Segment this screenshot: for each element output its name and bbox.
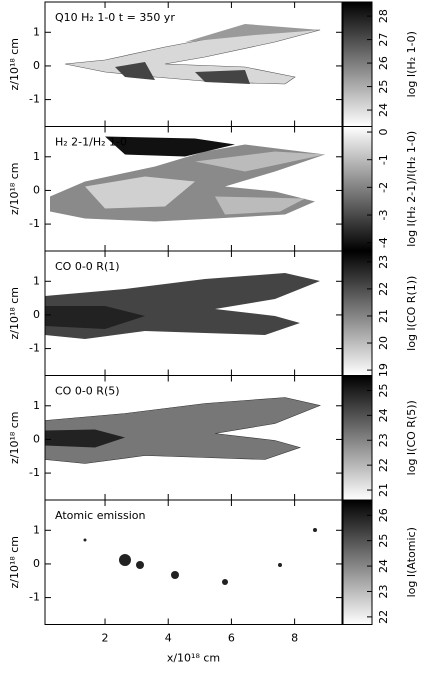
x-tick-label: 8	[291, 632, 298, 645]
colorbar-tick-label: 22	[377, 610, 390, 624]
colorbar	[343, 126, 372, 251]
colorbar-tick-label: 21	[377, 483, 390, 497]
colorbar-tick-label: 24	[377, 559, 390, 573]
panel: H₂ 2-1/H₂ 1-0 -1 0 1 z/10¹⁸ cm -4 -3 -2 -1 0 log I…	[8, 126, 418, 252]
y-tick-label: 0	[33, 183, 40, 196]
colorbar	[343, 251, 372, 376]
colorbar-tick-label: 22	[377, 458, 390, 472]
colorbar-tick-label: 26	[377, 508, 390, 522]
y-tick-label: -1	[29, 342, 40, 355]
y-tick-label: -1	[29, 591, 40, 604]
image	[50, 136, 325, 222]
panel-title: Atomic emission	[55, 509, 145, 522]
y-tick-label: 0	[33, 557, 40, 570]
colorbar-frame	[342, 499, 373, 625]
y-tick-label: 1	[33, 150, 40, 163]
x-tick-label: 4	[165, 632, 172, 645]
y-tick-label: 0	[33, 432, 40, 445]
y-axis-label: z/10¹⁸ cm	[8, 162, 21, 215]
panel: CO 0-0 R(5) -1 0 1 z/10¹⁸ cm 21 22 23 24 25 log I(…	[8, 375, 418, 501]
colorbar-label: log I(H₂ 1-0)	[405, 31, 418, 97]
y-tick-label: -1	[29, 466, 40, 479]
y-axis-label: z/10¹⁸ cm	[8, 411, 21, 464]
y-axis-label: z/10¹⁸ cm	[8, 38, 21, 91]
colorbar-tick-label: 24	[377, 103, 390, 117]
image	[44, 397, 322, 464]
colorbar-tick-label: 19	[377, 363, 390, 377]
jet-emission	[64, 29, 321, 85]
colorbar	[343, 500, 372, 625]
colorbar-tick-label: 27	[377, 33, 390, 47]
colorbar-label: log I(Atomic)	[405, 527, 418, 597]
ratio-map	[85, 176, 195, 209]
image	[45, 273, 320, 339]
jet-emission	[185, 24, 321, 42]
panel-title: Q10 H₂ 1-0 t = 350 yr	[55, 11, 175, 24]
plot-frame	[44, 499, 343, 625]
colorbar-tick-label: -2	[377, 182, 390, 193]
panel-title: CO 0-0 R(1)	[55, 260, 120, 273]
colorbar-tick-label: 26	[377, 56, 390, 70]
y-tick-label: 1	[33, 523, 40, 536]
panel-title: H₂ 2-1/H₂ 1-0	[55, 136, 127, 149]
colorbar-tick-label: 22	[377, 282, 390, 296]
y-axis-label: z/10¹⁸ cm	[8, 536, 21, 589]
colorbar-tick-label: 28	[377, 9, 390, 23]
co-emission	[45, 306, 145, 329]
colorbar-tick-label: 23	[377, 255, 390, 269]
y-tick-label: 0	[33, 59, 40, 72]
y-tick-label: -1	[29, 93, 40, 106]
panel: CO 0-0 R(1) -1 0 1 z/10¹⁸ cm 19 20 21 22 23 log I(…	[8, 250, 418, 377]
panel: Q10 H₂ 1-0 t = 350 yr -1 0 1 z/10¹⁸ cm 24 25 26…	[8, 1, 418, 127]
atomic-knot	[136, 561, 144, 569]
colorbar-tick-label: 23	[377, 584, 390, 598]
colorbar-label: log I(CO R(5))	[405, 400, 418, 475]
x-tick-label: 6	[228, 632, 235, 645]
y-tick-label: 1	[33, 274, 40, 287]
y-tick-label: 1	[33, 25, 40, 38]
colorbar-label: log I(H₂ 2-1)/I(H₂ 1-0)	[405, 131, 418, 247]
jet-emission	[115, 62, 250, 84]
y-axis-label: z/10¹⁸ cm	[8, 287, 21, 340]
co-emission	[44, 397, 322, 464]
image	[83, 528, 317, 585]
colorbar-tick-label: 21	[377, 309, 390, 323]
co-emission	[45, 429, 125, 448]
colorbar-label: log I(CO R(1))	[405, 276, 418, 351]
panel-title: CO 0-0 R(5)	[55, 385, 120, 398]
y-tick-label: -1	[29, 217, 40, 230]
colorbar-tick-label: 25	[377, 534, 390, 548]
colorbar-tick-label: 0	[377, 129, 390, 136]
colorbar-tick-label: 23	[377, 433, 390, 447]
atomic-knot	[313, 528, 317, 532]
colorbar-tick-label: -3	[377, 210, 390, 221]
colorbar	[343, 375, 372, 500]
ratio-map	[195, 151, 325, 215]
x-tick-label: 2	[102, 632, 109, 645]
colorbar-tick-label: 20	[377, 336, 390, 350]
x-axis-label: x/10¹⁸ cm	[167, 652, 220, 665]
colorbar-tick-label: -4	[377, 237, 390, 248]
y-tick-label: 0	[33, 308, 40, 321]
image	[64, 24, 321, 85]
atomic-knot	[119, 554, 131, 566]
colorbar-tick-label: -1	[377, 154, 390, 165]
y-tick-label: 1	[33, 399, 40, 412]
colorbar-tick-label: 24	[377, 408, 390, 422]
colorbar-tick-label: 25	[377, 80, 390, 94]
colorbar-tick-label: 25	[377, 383, 390, 397]
atomic-knot	[83, 538, 87, 542]
atomic-knot	[171, 571, 179, 579]
colorbar	[343, 2, 372, 127]
ratio-map	[105, 136, 235, 157]
atomic-knot	[222, 579, 228, 585]
atomic-knot	[278, 563, 282, 567]
